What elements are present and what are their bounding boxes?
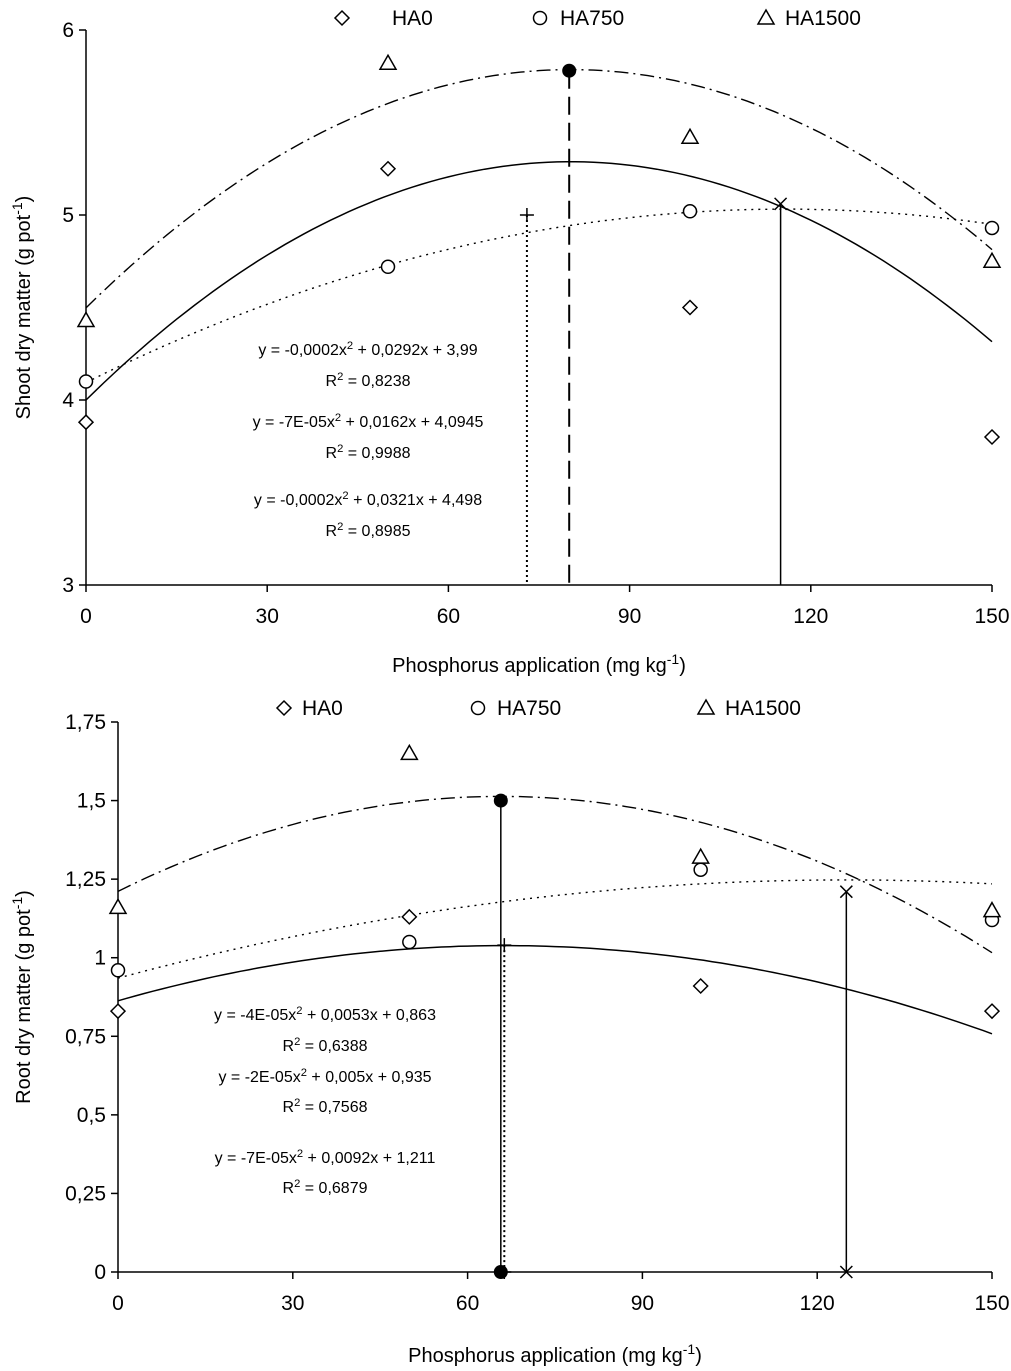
y-tick-label: 1,75	[65, 711, 106, 734]
optimum-marker-ha0	[774, 197, 788, 211]
legend-marker-ha1500	[756, 8, 776, 25]
fit-curve-ha1500	[117, 795, 993, 954]
optimum-marker-ha1500	[493, 793, 508, 808]
x-tick-label: 0	[80, 605, 92, 628]
data-point-ha1500	[400, 743, 419, 761]
y-axis-label: Shoot dry matter (g pot-1)	[9, 196, 35, 420]
data-point-ha0	[681, 299, 699, 316]
x-tick-label: 0	[112, 1292, 124, 1315]
x-tick-label: 90	[631, 1292, 654, 1315]
optimum-marker-ha1500	[562, 63, 577, 78]
y-tick-label: 4	[62, 389, 74, 412]
data-point-ha1500	[982, 901, 1002, 918]
fit-equation: y = -2E-05x2 + 0,005x + 0,935	[218, 1067, 431, 1086]
x-axis-label: Phosphorus application (mg kg-1)	[392, 651, 686, 677]
legend-label-ha0: HA0	[392, 7, 433, 30]
y-tick-label: 1,25	[65, 868, 106, 891]
data-point-ha750	[380, 259, 396, 275]
x-tick-label: 60	[456, 1292, 479, 1315]
legend-marker-ha1500	[696, 698, 716, 715]
fit-r-squared: R2 = 0,6388	[283, 1036, 368, 1055]
legend-marker-ha750	[470, 700, 486, 716]
y-tick-label: 1	[94, 947, 106, 970]
x-tick-label: 30	[281, 1292, 304, 1315]
x-tick-label: 150	[974, 605, 1009, 628]
optimum-marker-ha750	[839, 885, 853, 899]
y-tick-label: 1,5	[77, 790, 106, 813]
data-point-ha750	[110, 963, 126, 978]
chart-2: 0 0,25 0,5 0,75 1 1,25 1,5 1,75 0 30 60 90 120 150 Pho…	[9, 697, 1010, 1367]
y-tick-label: 3	[62, 574, 74, 597]
x-tick-label: 150	[974, 1292, 1009, 1315]
data-point-ha0	[77, 414, 95, 431]
fit-r-squared: R2 = 0,8985	[326, 521, 411, 540]
fit-r-squared: R2 = 0,9988	[326, 443, 411, 462]
y-axis-label: Root dry matter (g pot-1)	[9, 890, 35, 1104]
fit-equation: y = -4E-05x2 + 0,0053x + 0,863	[214, 1005, 436, 1024]
optimum-base-marker-ha0	[497, 1265, 512, 1279]
data-point-ha0	[983, 428, 1001, 446]
fit-equation: y = -7E-05x2 + 0,0092x + 1,211	[215, 1148, 436, 1167]
data-point-ha0	[379, 160, 397, 177]
legend-label-ha1500: HA1500	[725, 697, 801, 720]
data-point-ha0	[692, 977, 709, 995]
x-tick-label: 90	[618, 605, 641, 628]
y-tick-label: 5	[62, 204, 74, 227]
fit-equation: y = -0,0002x2 + 0,0321x + 4,498	[254, 490, 482, 509]
fit-curve-ha750	[85, 208, 993, 384]
fit-equation: y = -7E-05x2 + 0,0162x + 4,0945	[253, 412, 484, 431]
x-tick-label: 120	[800, 1292, 835, 1315]
data-point-ha750	[682, 204, 698, 219]
x-axis-label: Phosphorus application (mg kg-1)	[408, 1341, 702, 1367]
data-point-ha0	[401, 908, 418, 925]
fit-equation: y = -0,0002x2 + 0,0292x + 3,99	[258, 340, 477, 359]
y-tick-label: 6	[62, 19, 74, 42]
data-point-ha0	[109, 1003, 127, 1020]
data-point-ha750	[984, 220, 1000, 236]
optimum-marker-ha750	[519, 208, 534, 222]
fit-r-squared: R2 = 0,8238	[326, 371, 411, 390]
y-tick-label: 0,75	[65, 1025, 106, 1048]
y-tick-label: 0,5	[77, 1104, 106, 1127]
legend-label-ha1500: HA1500	[785, 7, 861, 30]
data-point-ha1500	[76, 310, 96, 328]
optimum-base-marker-ha750	[839, 1265, 853, 1279]
data-point-ha1500	[680, 127, 700, 145]
data-point-ha1500	[108, 897, 128, 915]
legend-marker-ha0	[275, 699, 293, 717]
legend-marker-ha750	[532, 10, 548, 26]
data-point-ha0	[983, 1003, 1001, 1020]
legend-label-ha750: HA750	[497, 697, 561, 720]
x-tick-label: 120	[793, 605, 828, 628]
data-point-ha750	[402, 934, 417, 950]
fit-curve-ha0	[85, 160, 993, 401]
data-point-ha1500	[378, 53, 398, 71]
fit-r-squared: R2 = 0,7568	[283, 1097, 368, 1116]
optimum-marker-ha0	[497, 938, 512, 953]
y-tick-label: 0,25	[65, 1182, 106, 1205]
fit-r-squared: R2 = 0,6879	[283, 1178, 368, 1197]
data-point-ha750	[693, 862, 708, 877]
data-point-ha750	[78, 374, 94, 389]
data-point-ha1500	[691, 847, 710, 864]
data-point-ha1500	[982, 251, 1002, 268]
legend-marker-ha0	[333, 9, 351, 27]
x-tick-label: 30	[256, 605, 279, 628]
x-tick-label: 60	[437, 605, 460, 628]
legend-label-ha750: HA750	[560, 7, 624, 30]
y-tick-label: 0	[94, 1261, 106, 1284]
fit-curve-ha1500	[85, 68, 993, 309]
legend-label-ha0: HA0	[302, 697, 343, 720]
fit-curve-ha750	[117, 879, 993, 979]
